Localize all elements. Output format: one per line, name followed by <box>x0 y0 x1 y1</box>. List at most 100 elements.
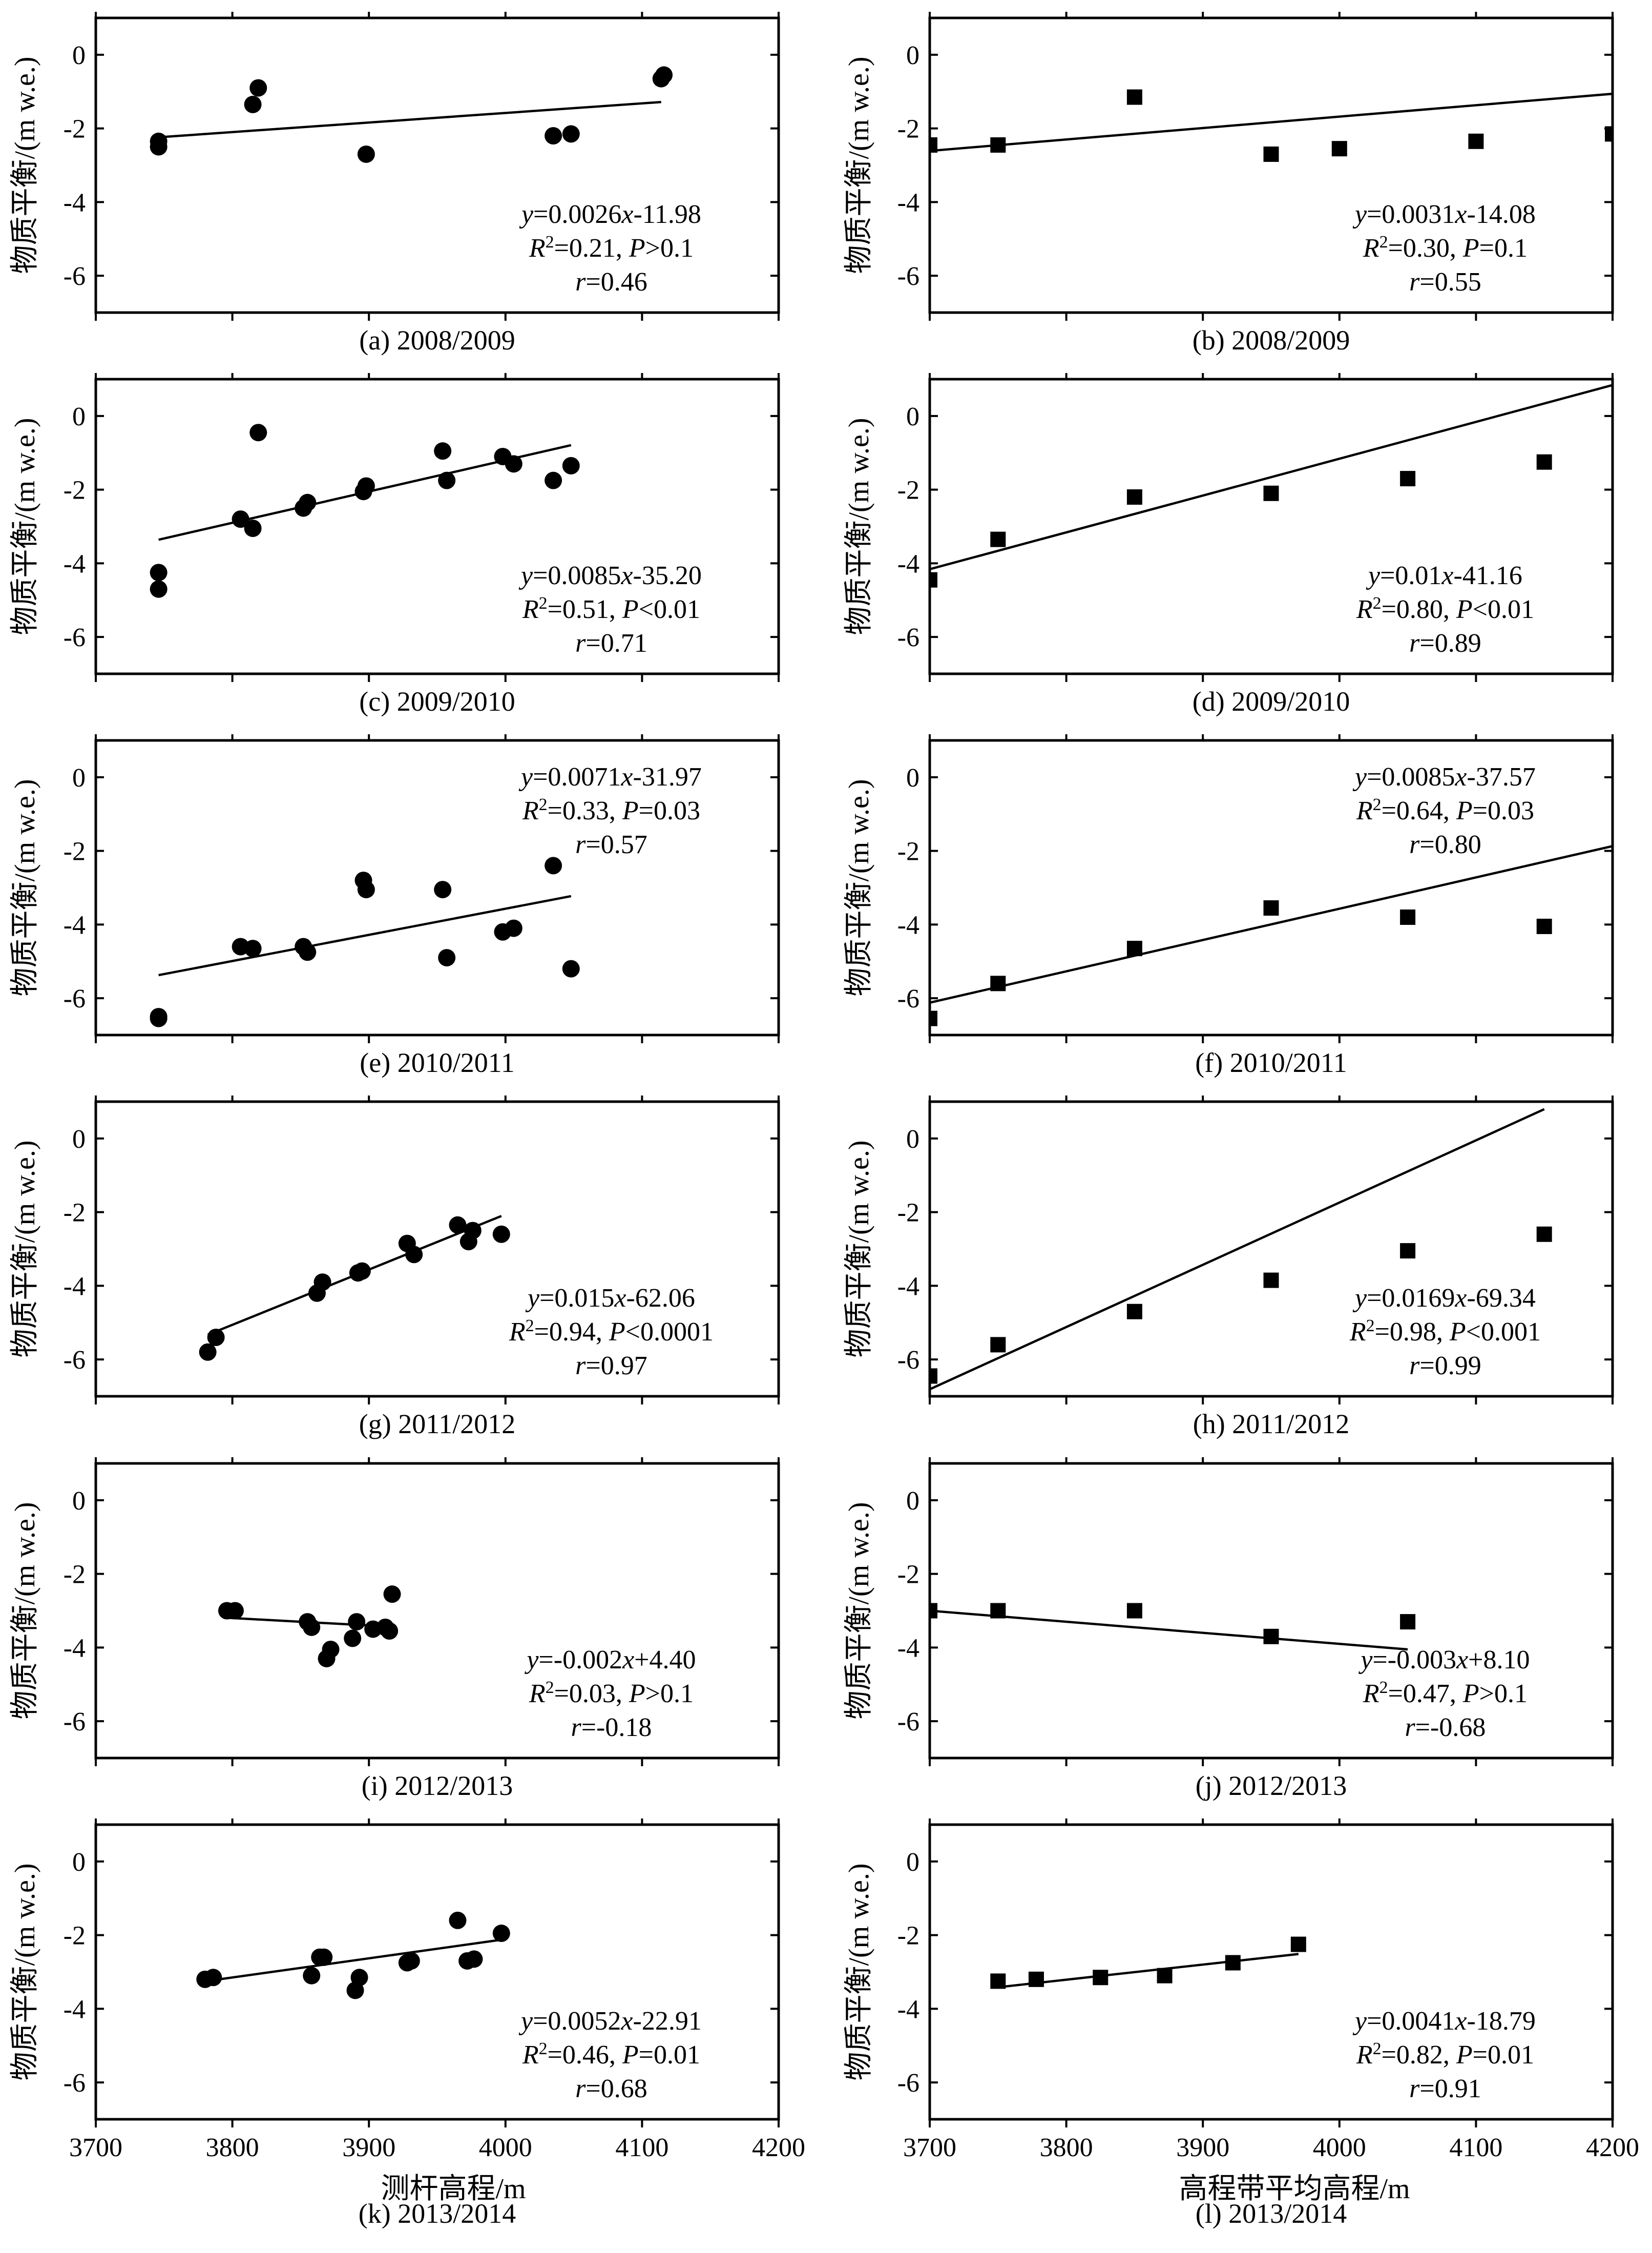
y-tick-label: -4 <box>64 1634 86 1663</box>
y-axis-label: 物质平衡/(m w.e.) <box>843 1140 875 1357</box>
y-tick-label: -6 <box>64 2069 86 2098</box>
data-point-square <box>1400 1614 1416 1630</box>
data-point-square <box>1263 900 1279 916</box>
panel-7: 0 -2 -4 -6 物质平衡/(m w.e.) y=0.0169x-69.34 R2=0.… <box>843 1096 1614 1439</box>
panel-8: 0 -2 -4 -6 物质平衡/(m w.e.) y=-0.002x+4.40R2=0.0… <box>9 1457 780 1801</box>
data-point-circle <box>381 1622 399 1640</box>
plot-content <box>150 857 580 1027</box>
plot-frame <box>928 1462 1614 1760</box>
data-point-square <box>1400 471 1416 487</box>
plot-content <box>196 1911 510 1999</box>
y-axis-label: 物质平衡/(m w.e.) <box>843 418 875 635</box>
data-point-circle <box>249 424 267 442</box>
data-point-circle <box>303 1618 321 1636</box>
data-point-circle <box>207 1329 225 1346</box>
plot-frame <box>94 378 780 675</box>
data-point-square <box>930 1603 937 1619</box>
x-tick-label: 4100 <box>615 2133 668 2162</box>
plot-frame <box>94 739 780 1037</box>
data-point-circle <box>249 79 267 97</box>
data-point-circle <box>348 1613 366 1631</box>
y-tick-label: 0 <box>72 402 86 431</box>
y-tick-label: -4 <box>897 1272 919 1301</box>
data-point-square <box>930 137 937 153</box>
data-point-circle <box>204 1969 222 1987</box>
plot-content <box>990 1936 1306 1989</box>
panel-caption: (j) 2012/2013 <box>1196 1770 1347 1801</box>
data-point-circle <box>350 1969 368 1987</box>
data-point-circle <box>299 943 317 961</box>
data-point-square <box>990 1973 1006 1989</box>
y-axis-label: 物质平衡/(m w.e.) <box>9 1140 41 1357</box>
data-point-square <box>1400 910 1416 925</box>
fit-line <box>930 844 1613 1004</box>
y-tick-label: -2 <box>897 476 919 505</box>
data-point-circle <box>383 1585 401 1603</box>
panel-caption: (l) 2013/2014 <box>1196 2198 1347 2229</box>
y-tick-label: -4 <box>64 911 86 940</box>
data-point-circle <box>402 1952 420 1970</box>
y-tick-label: -6 <box>64 984 86 1014</box>
data-point-circle <box>315 1948 333 1966</box>
y-tick-label: 0 <box>906 1486 919 1516</box>
panel-caption: (c) 2009/2010 <box>359 686 515 717</box>
data-point-square <box>990 1603 1006 1619</box>
data-point-square <box>1605 126 1613 142</box>
stats-text: R2=0.94, P<0.0001 <box>509 1316 714 1347</box>
y-tick-label: -2 <box>897 1560 919 1589</box>
data-point-circle <box>449 1216 467 1234</box>
y-tick-label: -2 <box>64 837 86 866</box>
y-tick-label: -6 <box>64 262 86 291</box>
y-tick-label: -6 <box>64 1346 86 1375</box>
r-text: r=-0.68 <box>1405 1713 1486 1742</box>
plot-content <box>199 1215 510 1361</box>
plot-frame <box>928 739 1614 1037</box>
data-point-square <box>1126 1304 1142 1319</box>
y-tick-label: -4 <box>897 188 919 217</box>
data-point-circle <box>150 138 168 156</box>
data-point-square <box>1536 454 1552 470</box>
y-tick-label: -6 <box>64 1707 86 1737</box>
panel-4: 0 -2 -4 -6 物质平衡/(m w.e.) y=0.0071x-31.97R2=0.… <box>9 734 780 1078</box>
data-point-square <box>1536 1226 1552 1242</box>
data-point-square <box>1536 918 1552 934</box>
fit-line <box>930 92 1613 152</box>
data-point-circle <box>244 520 262 538</box>
y-tick-label: 0 <box>72 1486 86 1516</box>
r-text: r=0.91 <box>1409 2074 1481 2103</box>
equation-text: y=0.0169x-69.34 <box>1352 1284 1536 1313</box>
data-point-circle <box>464 1222 482 1239</box>
plot-content <box>930 1108 1552 1391</box>
data-point-square <box>1468 133 1484 149</box>
equation-text: y=0.0041x-18.79 <box>1352 2007 1536 2036</box>
y-tick-label: 0 <box>72 763 86 793</box>
r-text: r=0.80 <box>1409 830 1481 859</box>
data-point-circle <box>357 145 375 163</box>
data-point-square <box>990 1337 1006 1353</box>
data-point-square <box>1126 489 1142 505</box>
plot-frame <box>94 1823 780 2121</box>
data-point-square <box>1290 1936 1306 1952</box>
data-point-square <box>990 137 1006 153</box>
stats-text: R2=0.98, P<0.001 <box>1349 1316 1541 1347</box>
data-point-square <box>1263 146 1279 162</box>
data-point-circle <box>505 455 522 473</box>
plot-frame <box>928 1823 1614 2121</box>
stats-text: R2=0.51, P<0.01 <box>522 594 700 625</box>
data-point-square <box>1263 485 1279 501</box>
fit-line <box>158 895 572 977</box>
y-tick-label: -4 <box>897 1634 919 1663</box>
data-point-square <box>1157 1968 1173 1983</box>
y-tick-label: -2 <box>897 1198 919 1228</box>
x-tick-label: 3700 <box>69 2133 122 2162</box>
panel-caption: (e) 2010/2011 <box>360 1047 514 1078</box>
r-text: r=0.99 <box>1409 1351 1481 1380</box>
data-point-circle <box>562 960 580 978</box>
data-point-circle <box>232 510 249 528</box>
data-point-circle <box>438 471 456 489</box>
y-tick-label: -6 <box>64 623 86 652</box>
plot-frame <box>928 16 1614 314</box>
data-point-circle <box>244 95 262 113</box>
data-point-square <box>930 1010 937 1026</box>
